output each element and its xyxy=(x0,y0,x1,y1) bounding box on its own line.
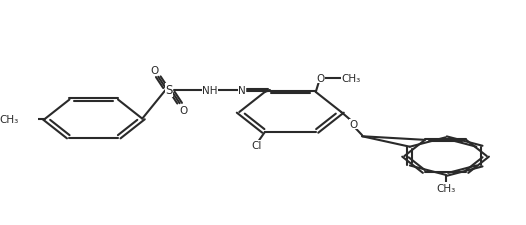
Text: N: N xyxy=(238,86,246,96)
Text: O: O xyxy=(150,65,158,75)
Text: S: S xyxy=(165,84,173,97)
Text: CH₃: CH₃ xyxy=(0,114,19,124)
Text: Cl: Cl xyxy=(252,140,262,150)
Text: O: O xyxy=(317,73,325,83)
Text: CH₃: CH₃ xyxy=(341,73,360,83)
Text: CH₃: CH₃ xyxy=(436,183,455,193)
Text: NH: NH xyxy=(203,86,218,96)
Text: O: O xyxy=(179,106,188,116)
Text: O: O xyxy=(349,120,358,130)
